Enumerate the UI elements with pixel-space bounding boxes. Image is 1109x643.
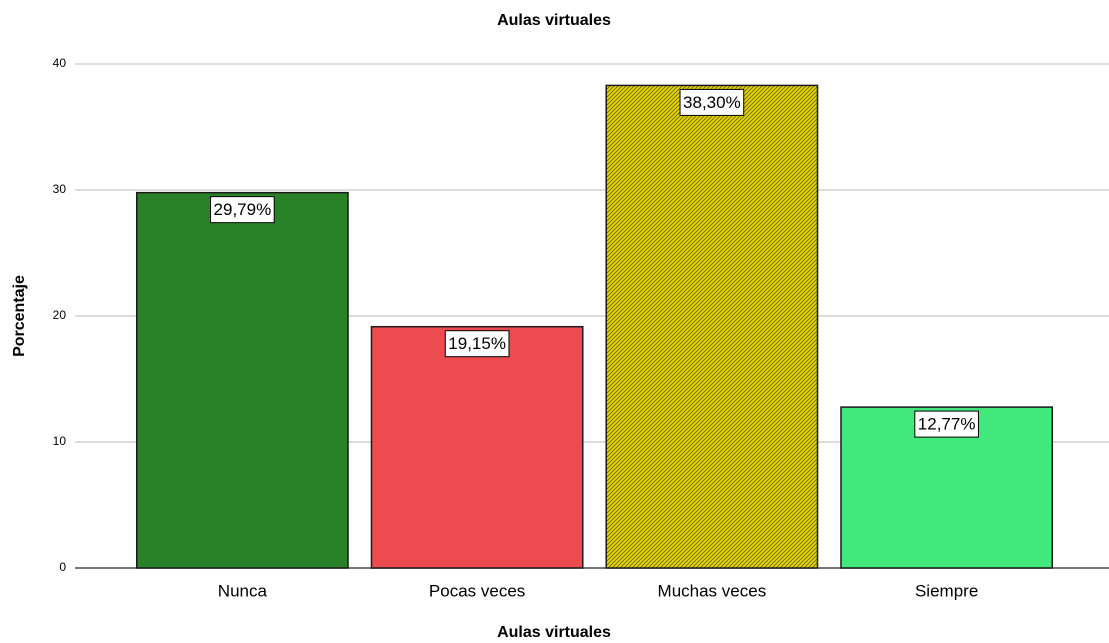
y-tick-label: 30: [53, 182, 67, 196]
bar: [605, 84, 819, 569]
value-label: 38,30%: [683, 93, 741, 112]
y-tick-label: 20: [53, 308, 67, 322]
bar: [370, 325, 584, 569]
y-tick-label: 40: [53, 56, 67, 70]
value-label-box: [679, 88, 745, 116]
y-tick-label: 0: [59, 560, 66, 574]
value-label-box: [210, 196, 275, 224]
y-axis-label: Porcentaje: [11, 275, 28, 357]
x-tick-label: Muchas veces: [658, 581, 767, 600]
x-axis-label: Aulas virtuales: [497, 624, 611, 641]
value-label: 29,79%: [214, 200, 272, 219]
value-label: 19,15%: [448, 334, 506, 353]
value-label: 12,77%: [918, 415, 976, 434]
x-tick-label: Nunca: [218, 581, 268, 600]
chart-title: Aulas virtuales: [497, 12, 611, 29]
value-label-box: [444, 330, 510, 358]
x-tick-label: Siempre: [915, 581, 978, 600]
x-tick-label: Pocas veces: [429, 581, 525, 600]
y-tick-label: 10: [53, 434, 67, 448]
value-label-box: [914, 410, 979, 438]
bar: [135, 191, 349, 569]
